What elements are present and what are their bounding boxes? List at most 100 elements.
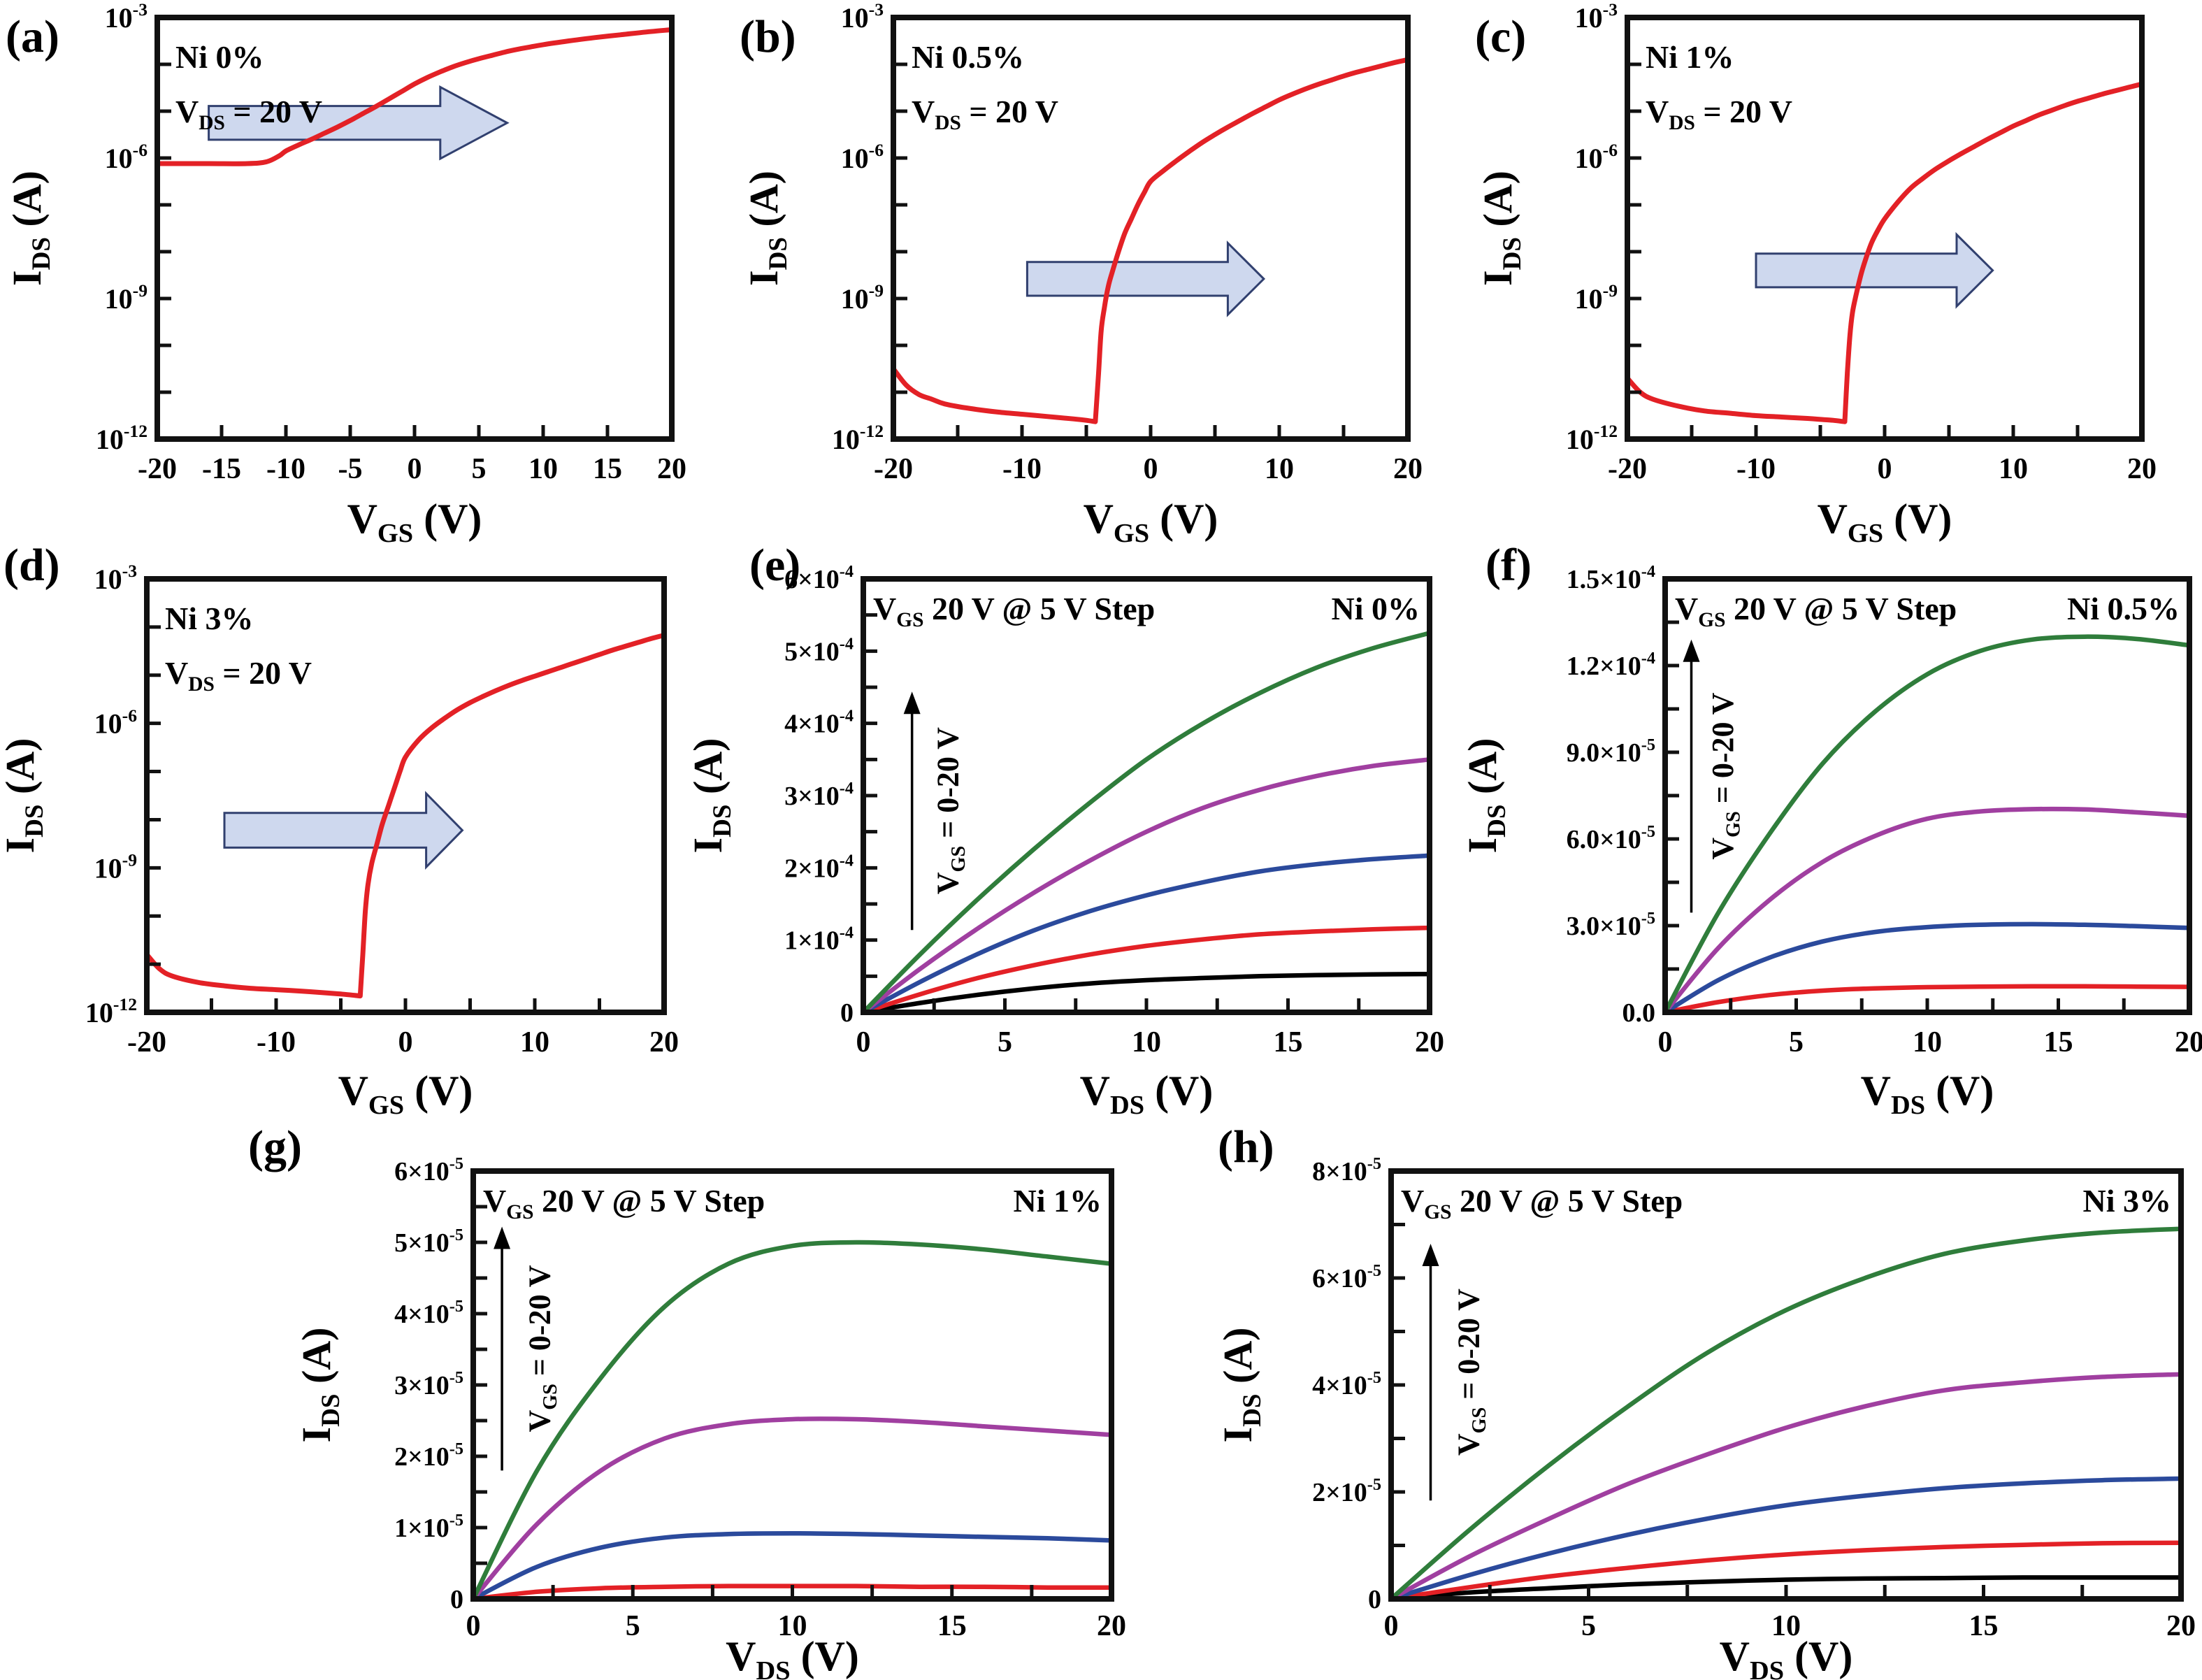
y-axis-title: IDS (A) bbox=[685, 738, 737, 854]
x-tick-label: 0 bbox=[408, 453, 422, 485]
y-tick-label: 3×10-5 bbox=[394, 1368, 463, 1400]
x-tick-label: 20 bbox=[1415, 1026, 1444, 1058]
annotation-sample: Ni 0.5% bbox=[2067, 591, 2180, 626]
curve-series-0 bbox=[1625, 81, 2145, 424]
vgs-sweep-arrow-head bbox=[494, 1226, 511, 1249]
y-axis: 0 2×10-5 4×10-5 6×10-5 8×10-5 bbox=[1312, 1154, 1405, 1614]
y-tick-label: 0 bbox=[1368, 1585, 1381, 1614]
curve-series-0 bbox=[154, 27, 675, 166]
panel-letter: (d) bbox=[3, 540, 60, 591]
y-tick-label: 5×10-5 bbox=[394, 1226, 463, 1258]
y-tick-label: 1.5×10-4 bbox=[1567, 562, 1655, 594]
x-tick-label: 20 bbox=[2175, 1026, 2202, 1058]
vgs-sweep-arrow-head bbox=[903, 691, 921, 715]
x-axis: -20 -10 0 10 20 bbox=[1608, 425, 2157, 485]
x-tick-label: -20 bbox=[874, 453, 913, 485]
y-tick-label: 10-12 bbox=[96, 421, 147, 455]
x-tick-label: 20 bbox=[2127, 453, 2157, 485]
panel-e: (e) VGS = 0-20 V 0 5 10 15 20 0 1×10-4 2×10-4 3×10… bbox=[685, 540, 1444, 1120]
curve-series-2 bbox=[861, 853, 1432, 1015]
x-tick-label: -20 bbox=[1608, 453, 1647, 485]
y-axis: 10-12 10-9 10-6 10-3 bbox=[96, 0, 171, 455]
y-tick-label: 3.0×10-5 bbox=[1567, 909, 1655, 941]
x-axis: 0 5 10 15 20 bbox=[1384, 1585, 2196, 1642]
annotation-sample: Ni 1% bbox=[1014, 1183, 1102, 1219]
panel-c: (c) -20 -10 0 10 20 10-12 10-9 10-6 10-3 VGS (V) ID… bbox=[1475, 0, 2157, 548]
x-tick-label: 15 bbox=[2044, 1026, 2073, 1058]
y-tick-label: 10-12 bbox=[85, 994, 137, 1028]
x-axis-title: VGS (V) bbox=[338, 1068, 473, 1120]
y-tick-label: 0.0 bbox=[1622, 998, 1656, 1028]
curve-series-1 bbox=[1662, 921, 2192, 1015]
x-axis-title: VDS (V) bbox=[726, 1633, 859, 1680]
x-tick-label: 0 bbox=[466, 1610, 481, 1642]
x-tick-label: 20 bbox=[1393, 453, 1423, 485]
x-tick-label: 20 bbox=[657, 453, 686, 485]
right-arrow bbox=[1026, 240, 1266, 317]
y-axis: 0 1×10-5 2×10-5 3×10-5 4×10-5 5×10-5 6×10-5 bbox=[394, 1154, 487, 1614]
x-tick-label: 10 bbox=[1771, 1610, 1801, 1642]
x-tick-label: 0 bbox=[1658, 1026, 1673, 1058]
y-tick-label: 6×10-5 bbox=[1312, 1261, 1381, 1293]
curve-series-0 bbox=[1388, 1575, 2184, 1602]
x-tick-label: 5 bbox=[1581, 1610, 1596, 1642]
panel-letter: (f) bbox=[1485, 540, 1532, 591]
annotation-sample: Ni 1% bbox=[1646, 39, 1734, 75]
annotation-sweep: VGS 20 V @ 5 V Step bbox=[1675, 591, 1957, 631]
y-tick-label: 5×10-4 bbox=[784, 634, 854, 666]
panel-h: (h) VGS = 0-20 V 0 5 10 15 20 0 2×10-5 4×10-5 6×10… bbox=[1215, 1121, 2196, 1680]
y-tick-label: 1×10-5 bbox=[394, 1511, 463, 1543]
x-tick-label: -5 bbox=[338, 453, 363, 485]
x-axis: 0 5 10 15 20 bbox=[466, 1585, 1126, 1642]
x-tick-label: 15 bbox=[1274, 1026, 1303, 1058]
y-axis-title: IDS (A) bbox=[294, 1328, 345, 1443]
y-tick-label: 6×10-5 bbox=[394, 1154, 463, 1186]
right-arrow bbox=[223, 791, 464, 870]
x-tick-label: 0 bbox=[1878, 453, 1892, 485]
x-tick-label: 0 bbox=[856, 1026, 871, 1058]
curve-series-3 bbox=[1662, 634, 2192, 1015]
y-tick-label: 10-3 bbox=[94, 561, 137, 595]
plot-border bbox=[144, 576, 667, 1015]
vgs-sweep-arrow-label: VGS = 0-20 V bbox=[522, 1265, 561, 1432]
y-tick-label: 10-3 bbox=[841, 0, 884, 34]
annotation-sample: Ni 3% bbox=[165, 601, 254, 636]
panel-b: (b) -20 -10 0 10 20 10-12 10-9 10-6 10-3 VGS (V) ID… bbox=[740, 0, 1423, 548]
x-tick-label: -15 bbox=[202, 453, 241, 485]
curve-series-0 bbox=[144, 633, 667, 999]
curve-series-2 bbox=[1662, 806, 2192, 1015]
x-axis-title: VDS (V) bbox=[1080, 1068, 1214, 1120]
x-tick-label: 0 bbox=[1144, 453, 1158, 485]
y-tick-label: 10-6 bbox=[1575, 140, 1618, 174]
y-axis: 10-12 10-9 10-6 10-3 bbox=[1566, 0, 1641, 455]
x-tick-label: -20 bbox=[127, 1026, 166, 1058]
annotation-sample: Ni 0% bbox=[175, 39, 264, 75]
y-tick-label: 10-6 bbox=[841, 140, 884, 174]
x-axis: -20 -10 0 10 20 bbox=[874, 425, 1423, 485]
y-tick-label: 10-3 bbox=[105, 0, 147, 34]
curve-series-0 bbox=[1662, 984, 2192, 1015]
y-tick-label: 0 bbox=[840, 998, 854, 1028]
x-tick-label: 5 bbox=[626, 1610, 640, 1642]
annotation-bias: VDS = 20 V bbox=[1646, 94, 1792, 134]
x-tick-label: -10 bbox=[257, 1026, 296, 1058]
y-tick-label: 10-6 bbox=[105, 140, 148, 174]
y-tick-label: 10-9 bbox=[94, 850, 137, 884]
x-tick-label: 5 bbox=[998, 1026, 1012, 1058]
x-tick-label: 15 bbox=[1969, 1610, 1999, 1642]
annotation-sweep: VGS 20 V @ 5 V Step bbox=[873, 591, 1155, 631]
right-arrow bbox=[1755, 231, 1994, 309]
x-tick-label: 0 bbox=[1384, 1610, 1399, 1642]
curve-series-1 bbox=[861, 925, 1432, 1015]
plot-border bbox=[1625, 15, 2145, 442]
y-tick-label: 3×10-4 bbox=[784, 779, 854, 811]
panel-letter: (g) bbox=[248, 1121, 302, 1172]
y-tick-label: 2×10-4 bbox=[784, 851, 854, 883]
panel-letter: (a) bbox=[6, 11, 59, 62]
y-tick-label: 10-9 bbox=[105, 280, 147, 315]
curve-series-2 bbox=[470, 1416, 1114, 1602]
y-axis-title: IDS (A) bbox=[4, 171, 56, 286]
y-axis-title: IDS (A) bbox=[1215, 1328, 1267, 1443]
